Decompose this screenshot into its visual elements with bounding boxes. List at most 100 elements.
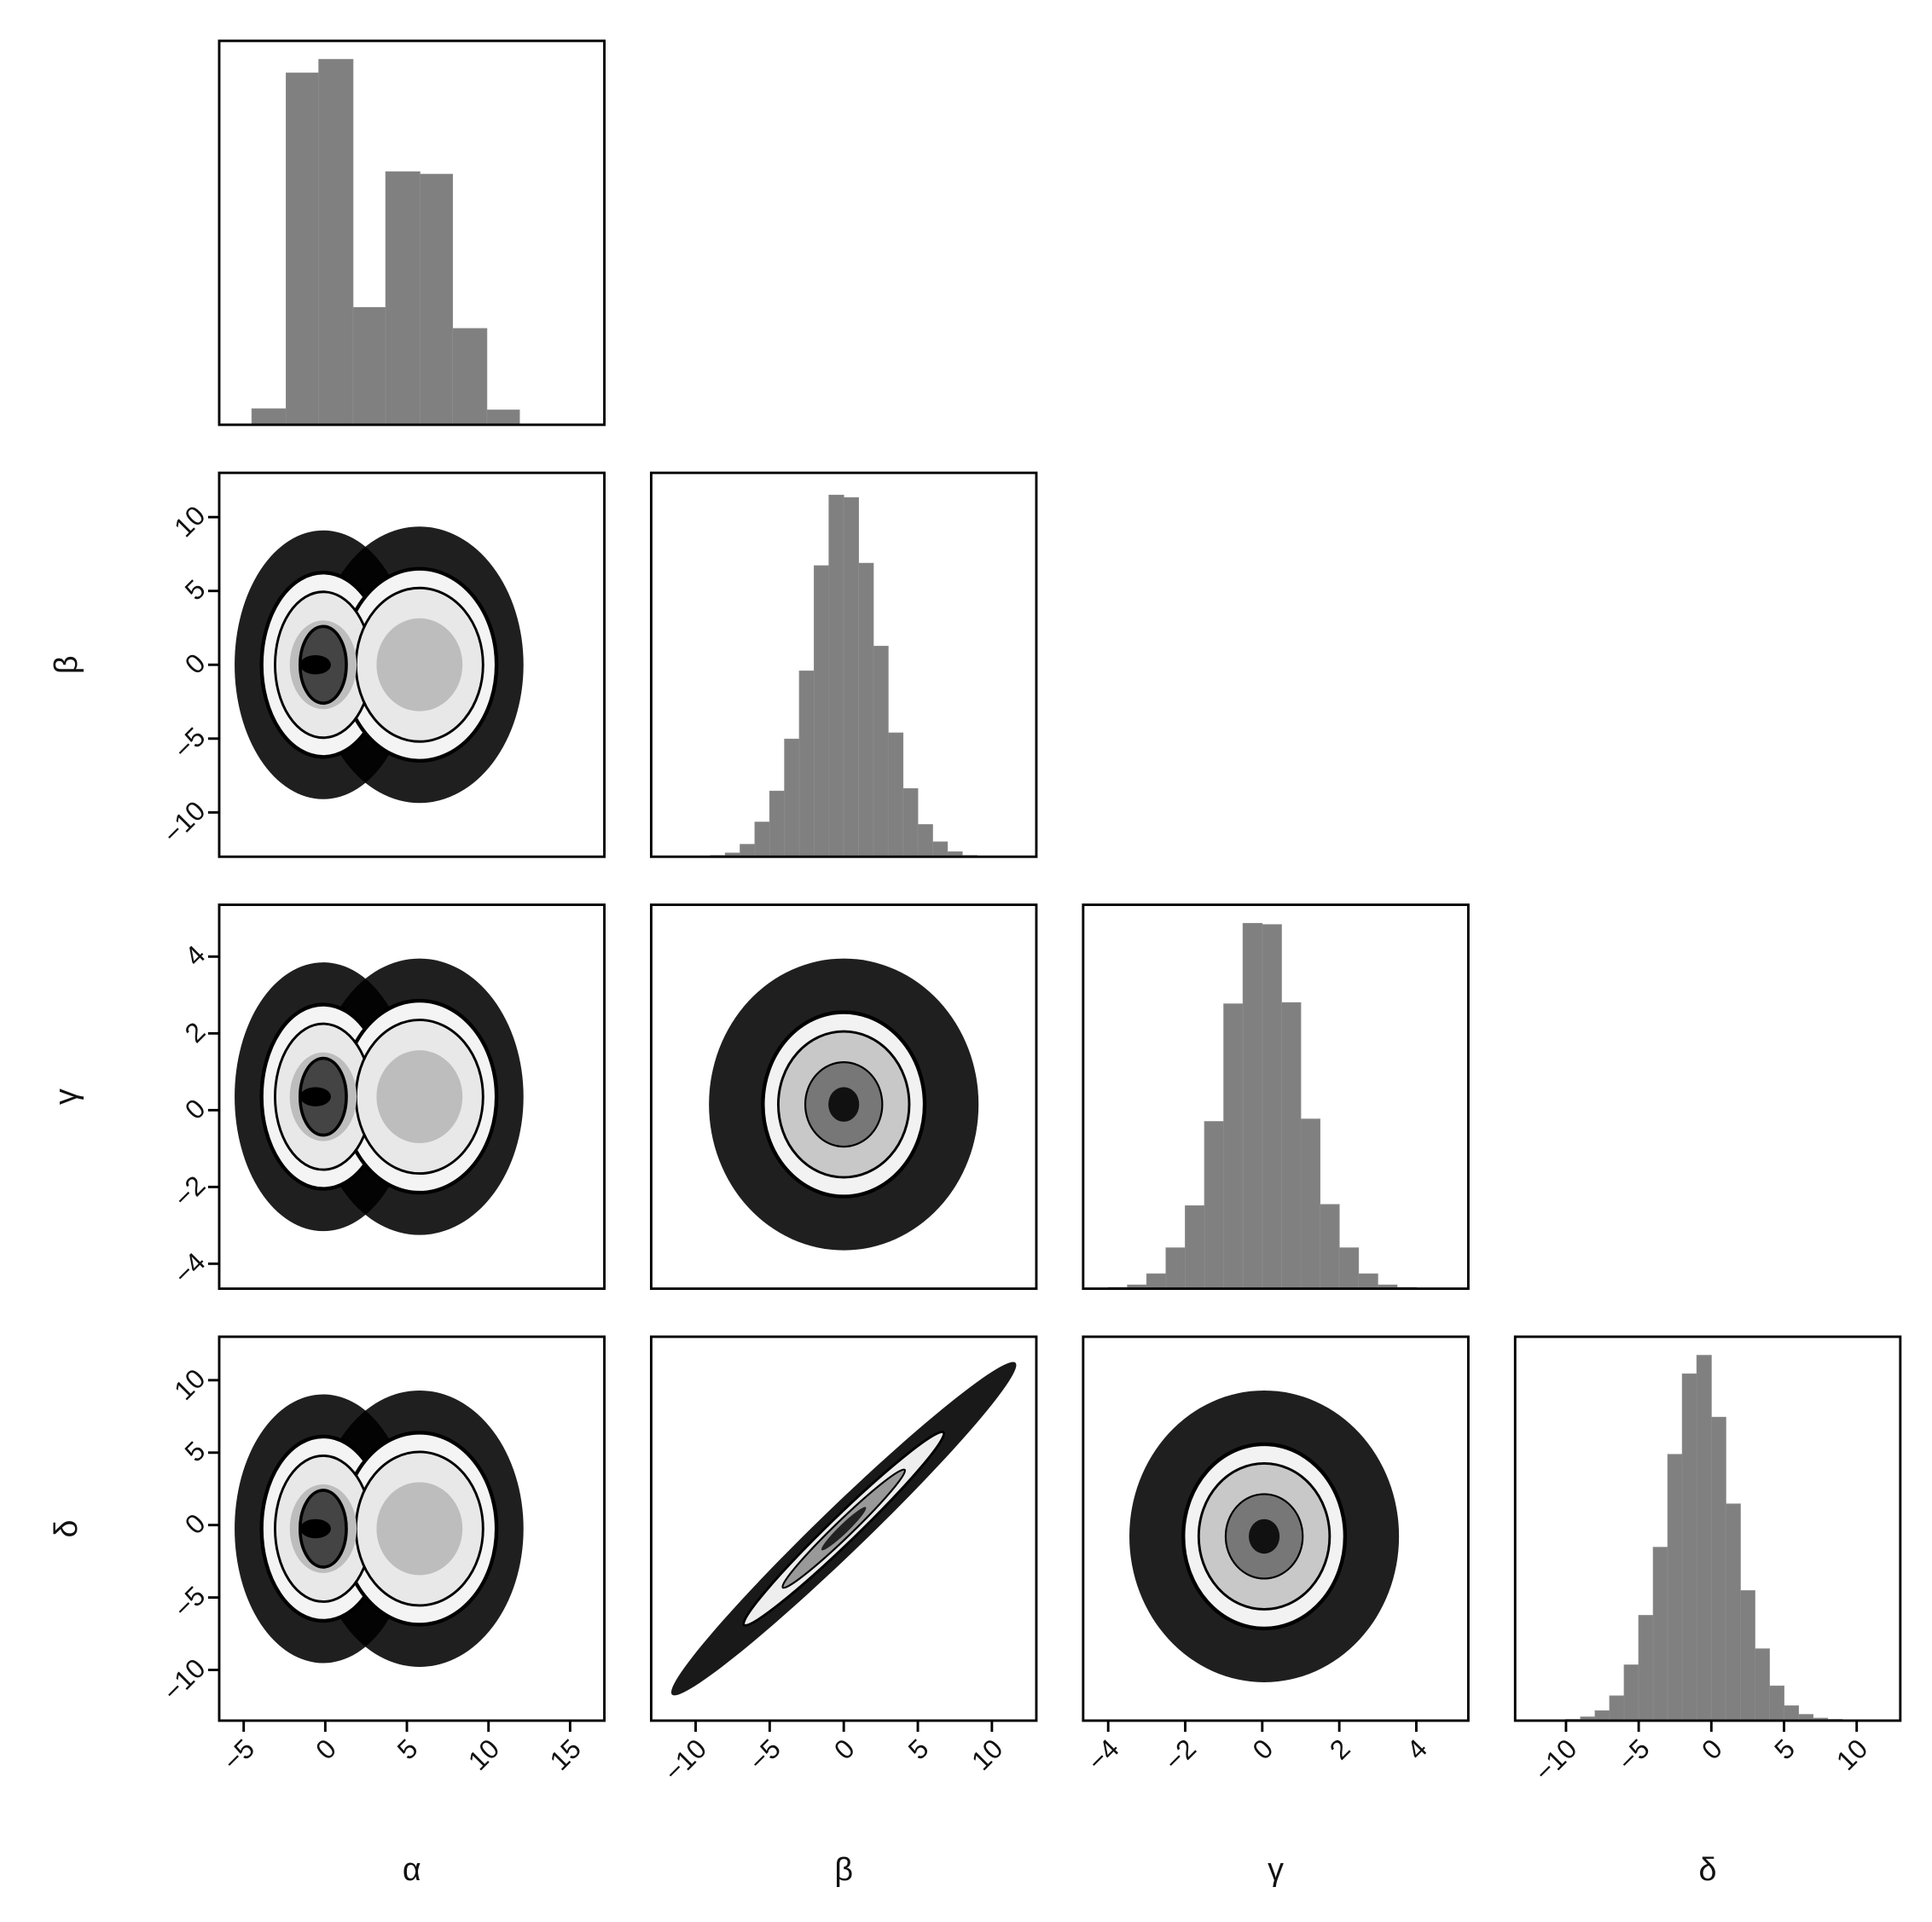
panel xyxy=(1513,1335,1902,1722)
histogram-bar xyxy=(1242,922,1263,1289)
x-tick-label: −10 xyxy=(1529,1733,1583,1787)
plot-area xyxy=(235,958,524,1235)
histogram-bar xyxy=(858,562,874,857)
x-tick-label: 5 xyxy=(902,1733,935,1765)
histogram-bar xyxy=(318,59,354,425)
histogram-bar xyxy=(902,787,919,857)
histogram-bar xyxy=(814,565,830,857)
histogram-bar xyxy=(1784,1705,1799,1721)
plot-area xyxy=(1565,1355,1843,1721)
y-axis-label: δ xyxy=(48,1519,84,1537)
y-tick-label: −10 xyxy=(157,1652,212,1707)
panel-frame xyxy=(1082,903,1470,1291)
histogram-bar xyxy=(251,408,287,425)
plot-area xyxy=(1129,1390,1400,1682)
panel-frame xyxy=(218,39,606,427)
y-tick-label: −2 xyxy=(167,1170,211,1213)
panel xyxy=(218,471,606,858)
histogram-bar xyxy=(1623,1664,1639,1721)
histogram-bar xyxy=(286,73,320,425)
x-tick-label: 4 xyxy=(1401,1733,1433,1765)
histogram-bar xyxy=(452,328,488,425)
histogram-bar xyxy=(1609,1695,1625,1721)
y-tick-label: 10 xyxy=(168,1363,212,1407)
histogram-bar xyxy=(1710,1416,1726,1721)
histogram-bar xyxy=(1377,1284,1398,1289)
histogram-bar xyxy=(1725,1503,1741,1721)
histogram-bar xyxy=(1638,1615,1654,1721)
y-tick-label: −5 xyxy=(167,721,211,764)
y-axis-label: β xyxy=(48,655,84,674)
y-tick-label: −10 xyxy=(157,795,212,850)
x-tick-label: 10 xyxy=(462,1733,506,1776)
panel xyxy=(649,471,1038,858)
panel-frame xyxy=(649,471,1038,858)
histogram-bar xyxy=(1769,1685,1784,1721)
panel xyxy=(218,903,606,1291)
histogram-bar xyxy=(1146,1273,1167,1289)
histogram-bar xyxy=(1280,1002,1302,1289)
y-tick-label: −5 xyxy=(167,1580,211,1623)
histogram-bar xyxy=(1358,1273,1378,1289)
histogram-bar xyxy=(1667,1454,1683,1721)
panel-frame xyxy=(218,903,606,1291)
y-tick-label: 4 xyxy=(179,939,212,972)
density-core xyxy=(821,1507,867,1551)
x-tick-label: 15 xyxy=(543,1733,587,1776)
histogram-bar xyxy=(769,790,786,857)
histogram-bar xyxy=(931,841,949,857)
panel xyxy=(1082,903,1470,1291)
density-core xyxy=(299,655,331,675)
x-tick-label: 5 xyxy=(1768,1733,1801,1765)
histogram-bar xyxy=(828,494,844,857)
histogram-bar xyxy=(798,671,815,857)
x-tick-label: −10 xyxy=(658,1733,712,1787)
y-tick-label: 0 xyxy=(179,1093,212,1125)
x-tick-label: 0 xyxy=(1696,1733,1728,1765)
panel xyxy=(649,903,1038,1291)
y-tick-label: 10 xyxy=(168,500,212,543)
x-tick-label: −5 xyxy=(1612,1733,1656,1776)
y-tick-label: 5 xyxy=(179,573,212,606)
y-tick-label: 5 xyxy=(179,1435,212,1467)
x-tick-label: 0 xyxy=(1246,1733,1279,1765)
x-tick-label: 2 xyxy=(1324,1733,1356,1765)
x-tick-label: 0 xyxy=(828,1733,861,1765)
histogram-bar xyxy=(1739,1590,1755,1721)
density-fill xyxy=(376,1050,463,1144)
x-tick-label: −5 xyxy=(743,1733,786,1776)
histogram-bar xyxy=(1223,1003,1244,1289)
panel-frame xyxy=(1513,1335,1902,1722)
x-axis-label: δ xyxy=(1699,1851,1717,1887)
panel-frame xyxy=(649,903,1038,1291)
plot-area xyxy=(251,59,520,425)
x-axis-label: γ xyxy=(1268,1851,1284,1887)
density-fill xyxy=(376,1482,463,1576)
x-tick-label: 10 xyxy=(1830,1733,1874,1776)
y-tick-label: 0 xyxy=(179,1507,212,1540)
y-tick-label: 2 xyxy=(179,1016,212,1048)
histogram-bar xyxy=(784,738,800,857)
x-axis-label: β xyxy=(834,1851,853,1887)
density-core xyxy=(299,1518,331,1539)
x-tick-label: 5 xyxy=(392,1733,424,1765)
y-tick-label: 0 xyxy=(179,647,212,680)
histogram-bar xyxy=(486,409,520,425)
x-tick-label: 10 xyxy=(966,1733,1009,1776)
panel xyxy=(218,1335,606,1722)
panel-frame xyxy=(1082,1335,1470,1722)
histogram-bar xyxy=(1798,1714,1814,1721)
histogram-bar xyxy=(1338,1247,1360,1289)
histogram-bar xyxy=(1652,1547,1668,1721)
histogram-bar xyxy=(917,824,933,857)
histogram-bar xyxy=(352,307,386,425)
plot-area xyxy=(235,526,524,804)
histogram-bar xyxy=(1320,1204,1340,1289)
histogram-bar xyxy=(1185,1205,1205,1289)
plot-area xyxy=(235,1390,524,1667)
panel xyxy=(218,39,606,427)
plot-area xyxy=(670,1362,1017,1696)
x-tick-label: −4 xyxy=(1082,1733,1125,1776)
histogram-bar xyxy=(754,822,770,857)
